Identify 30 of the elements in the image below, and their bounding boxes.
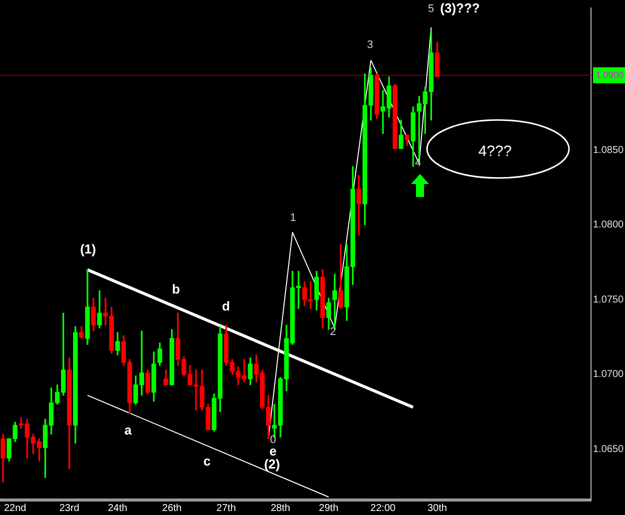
- x-tick-label: 23rd: [59, 502, 80, 514]
- annotation: b: [172, 282, 180, 297]
- x-tick-label: 27th: [216, 502, 236, 514]
- annotation: 5: [428, 3, 434, 16]
- y-tick-label: 1.0650: [593, 444, 624, 455]
- x-tick-label: 29th: [318, 502, 338, 514]
- x-tick-label: 26th: [162, 502, 182, 514]
- ref-line-label: 1.0900: [596, 70, 624, 80]
- x-tick-label: 24th: [108, 502, 128, 514]
- annotation: 1: [290, 212, 296, 224]
- y-tick-label: 1.0850: [593, 144, 624, 156]
- annotation: 2: [330, 326, 336, 338]
- x-tick-label: 30th: [427, 502, 447, 514]
- annotation: e: [269, 444, 277, 459]
- annotation: 4???: [478, 143, 512, 160]
- y-tick-label: 1.0700: [593, 369, 624, 380]
- annotation: 4: [414, 157, 422, 170]
- annotation: d: [222, 298, 230, 314]
- y-tick-label: 1.0750: [593, 294, 624, 306]
- annotation: 3: [366, 39, 374, 52]
- annotation: 0: [270, 434, 276, 446]
- annotation: a: [124, 422, 132, 438]
- annotation: (1): [80, 242, 96, 257]
- x-tick-label: 22:00: [370, 502, 396, 514]
- annotation: c: [203, 454, 211, 469]
- annotation: (3)???: [440, 0, 480, 16]
- x-tick-label: 28th: [270, 502, 290, 514]
- x-tick-label: 22nd: [4, 502, 26, 514]
- annotation: (2): [264, 456, 280, 472]
- y-tick-label: 1.0800: [593, 220, 624, 231]
